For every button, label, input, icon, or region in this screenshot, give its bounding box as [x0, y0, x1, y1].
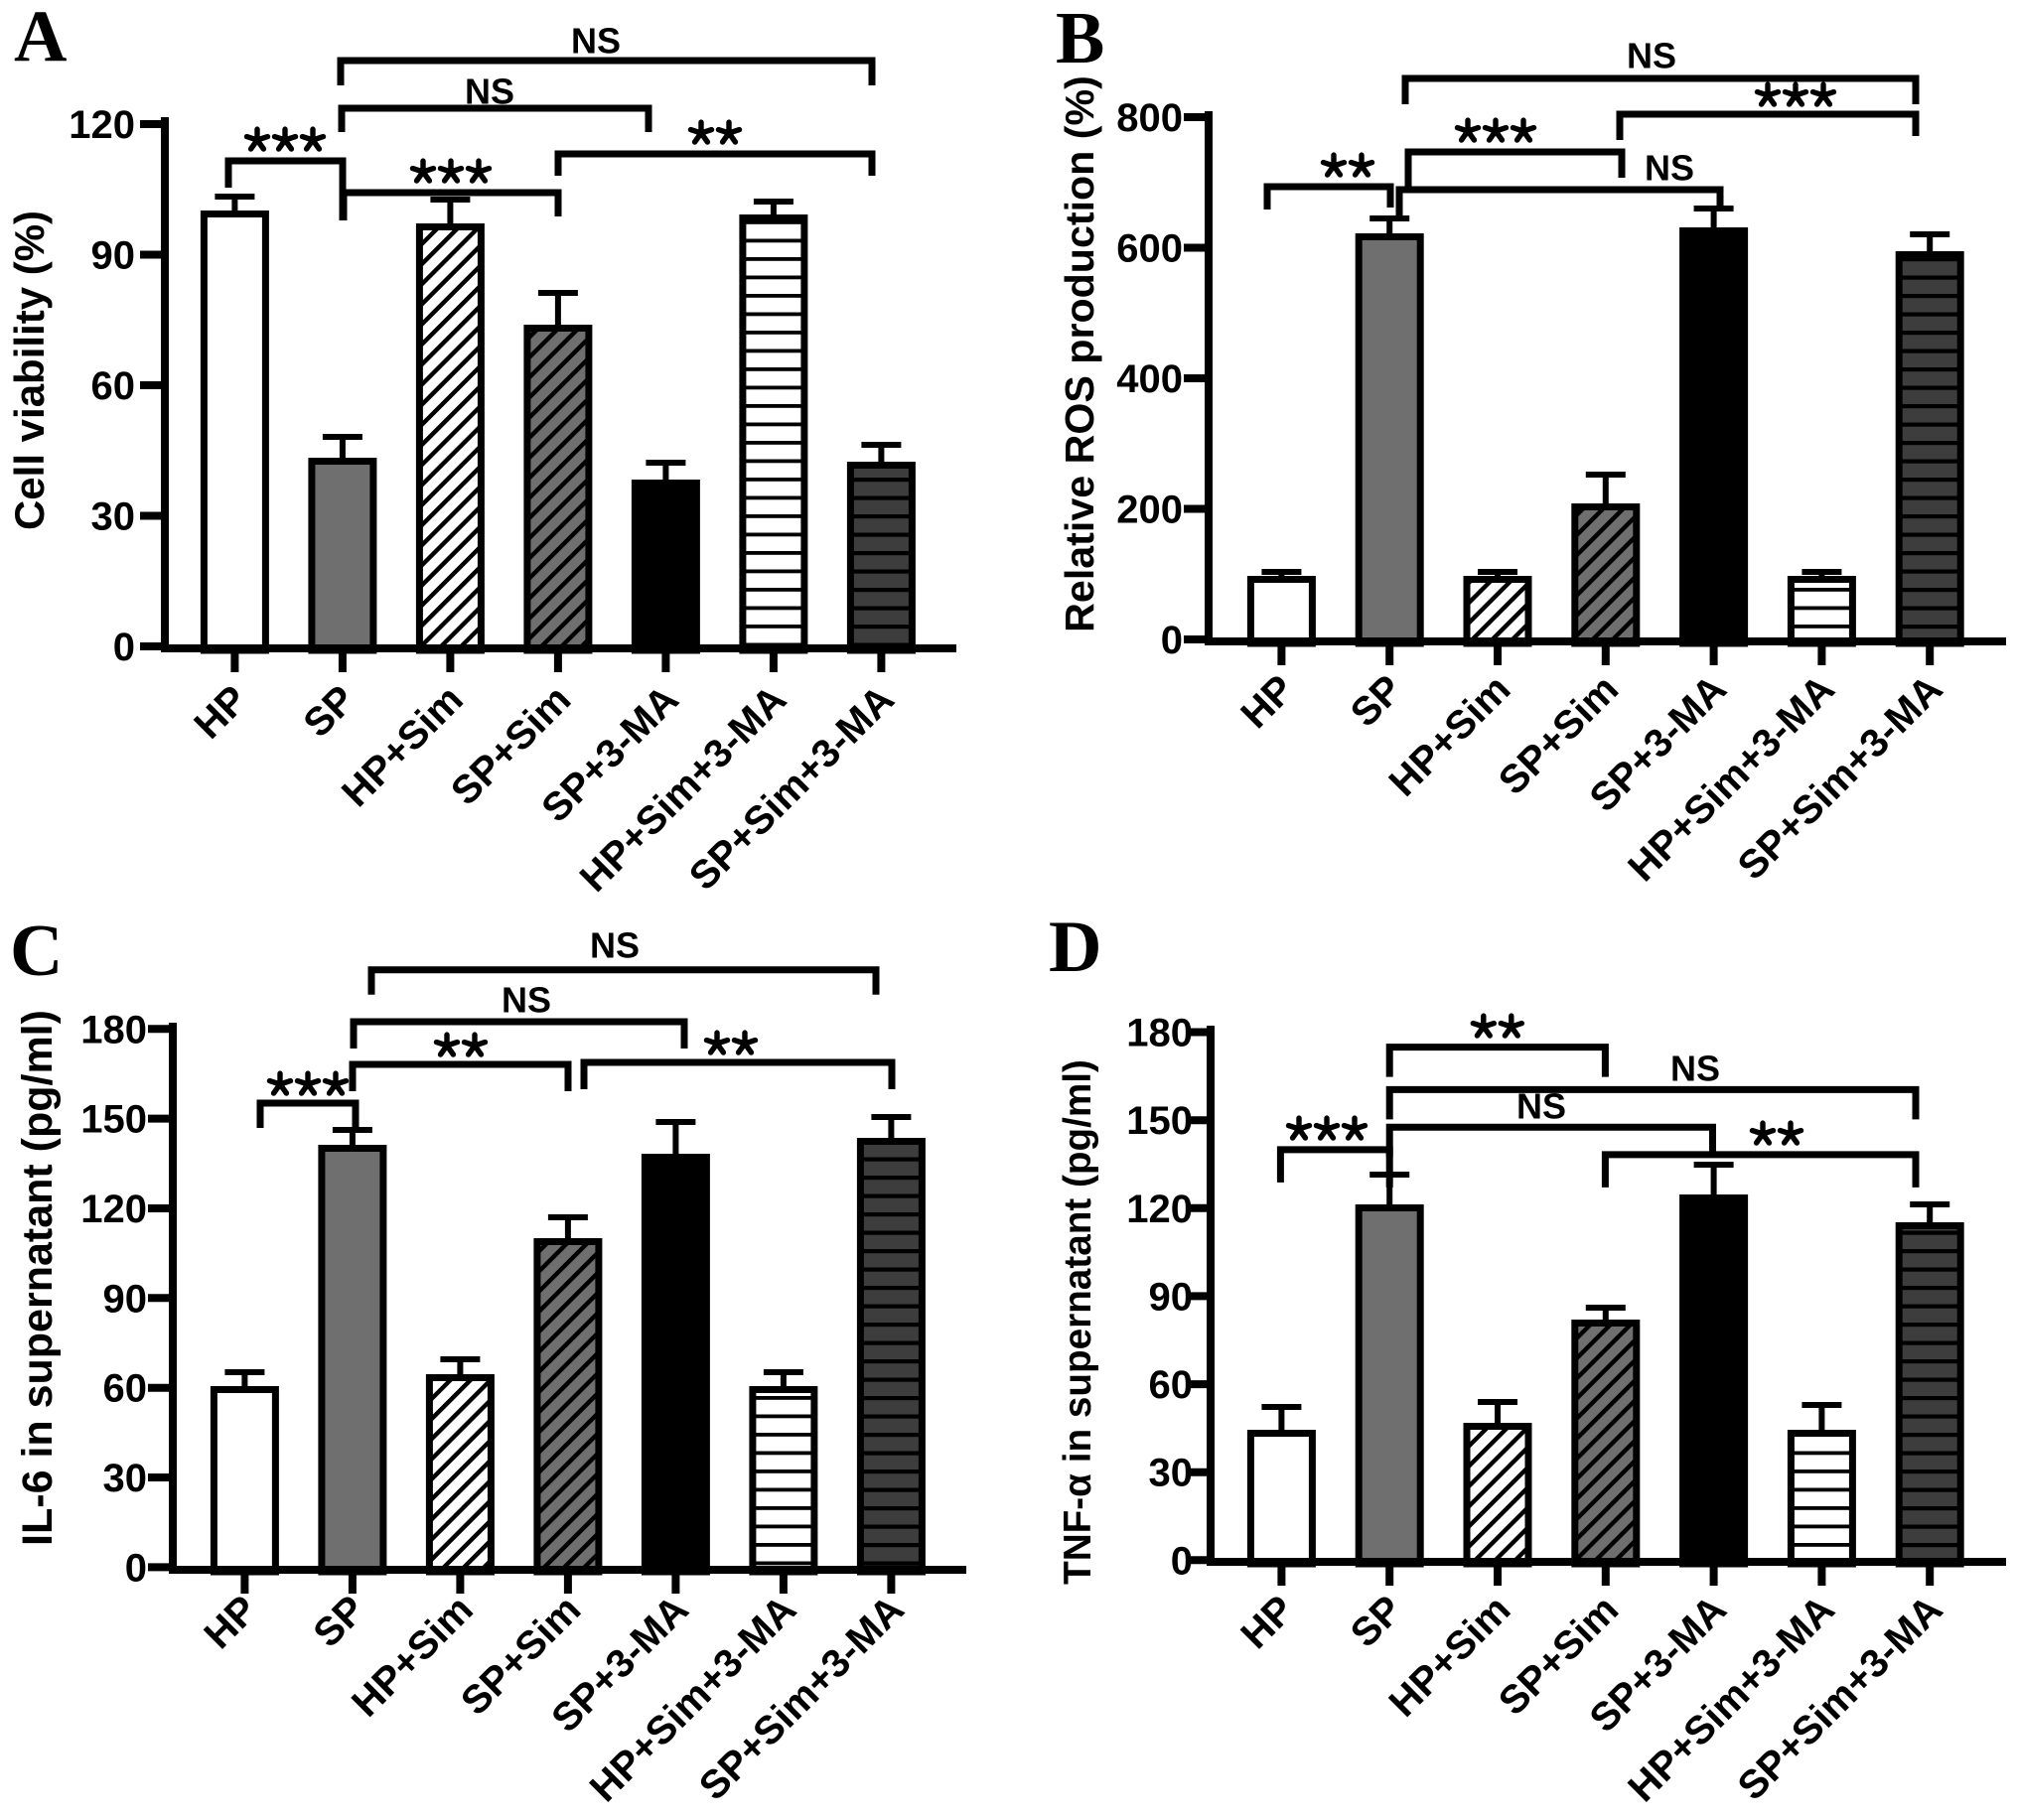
- svg-text:60: 60: [103, 1367, 148, 1411]
- svg-text:0: 0: [1161, 619, 1183, 662]
- svg-text:C: C: [10, 910, 63, 992]
- svg-text:NS: NS: [1645, 148, 1694, 189]
- svg-text:90: 90: [91, 234, 136, 278]
- svg-text:NS: NS: [590, 925, 640, 966]
- svg-text:600: 600: [1116, 227, 1183, 271]
- svg-text:90: 90: [103, 1277, 148, 1321]
- svg-text:TNF-α in supernatant (pg/ml): TNF-α in supernatant (pg/ml): [1057, 1059, 1099, 1585]
- svg-text:200: 200: [1116, 489, 1183, 532]
- svg-text:120: 120: [80, 1188, 147, 1231]
- svg-text:90: 90: [1149, 1275, 1194, 1319]
- svg-text:NS: NS: [1670, 1049, 1720, 1089]
- svg-text:180: 180: [1126, 1012, 1193, 1055]
- svg-text:A: A: [14, 0, 67, 77]
- svg-text:800: 800: [1116, 96, 1183, 140]
- svg-text:30: 30: [91, 495, 136, 539]
- svg-text:NS: NS: [1627, 36, 1676, 76]
- svg-text:0: 0: [125, 1546, 147, 1590]
- svg-text:NS: NS: [465, 71, 514, 112]
- svg-text:60: 60: [1149, 1363, 1194, 1407]
- svg-text:Cell viability (%): Cell viability (%): [6, 210, 53, 530]
- svg-text:30: 30: [103, 1457, 148, 1500]
- svg-text:0: 0: [1171, 1539, 1193, 1583]
- svg-text:B: B: [1056, 0, 1104, 79]
- svg-text:D: D: [1049, 907, 1101, 988]
- svg-text:Relative ROS production (%): Relative ROS production (%): [1057, 75, 1102, 632]
- svg-text:400: 400: [1116, 357, 1183, 401]
- svg-text:150: 150: [80, 1098, 147, 1142]
- svg-text:IL-6 in supernatant (pg/ml): IL-6 in supernatant (pg/ml): [14, 1010, 62, 1546]
- svg-text:NS: NS: [502, 980, 551, 1021]
- svg-text:180: 180: [80, 1008, 147, 1051]
- svg-text:NS: NS: [571, 21, 621, 62]
- svg-text:60: 60: [91, 364, 136, 408]
- svg-text:120: 120: [69, 103, 135, 147]
- svg-text:30: 30: [1149, 1452, 1194, 1495]
- svg-text:NS: NS: [1516, 1086, 1566, 1127]
- svg-text:0: 0: [113, 626, 135, 669]
- svg-text:120: 120: [1126, 1188, 1193, 1231]
- svg-text:150: 150: [1126, 1099, 1193, 1143]
